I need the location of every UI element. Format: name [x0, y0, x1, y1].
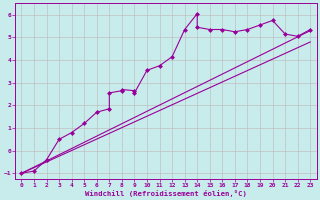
X-axis label: Windchill (Refroidissement éolien,°C): Windchill (Refroidissement éolien,°C): [85, 190, 247, 197]
